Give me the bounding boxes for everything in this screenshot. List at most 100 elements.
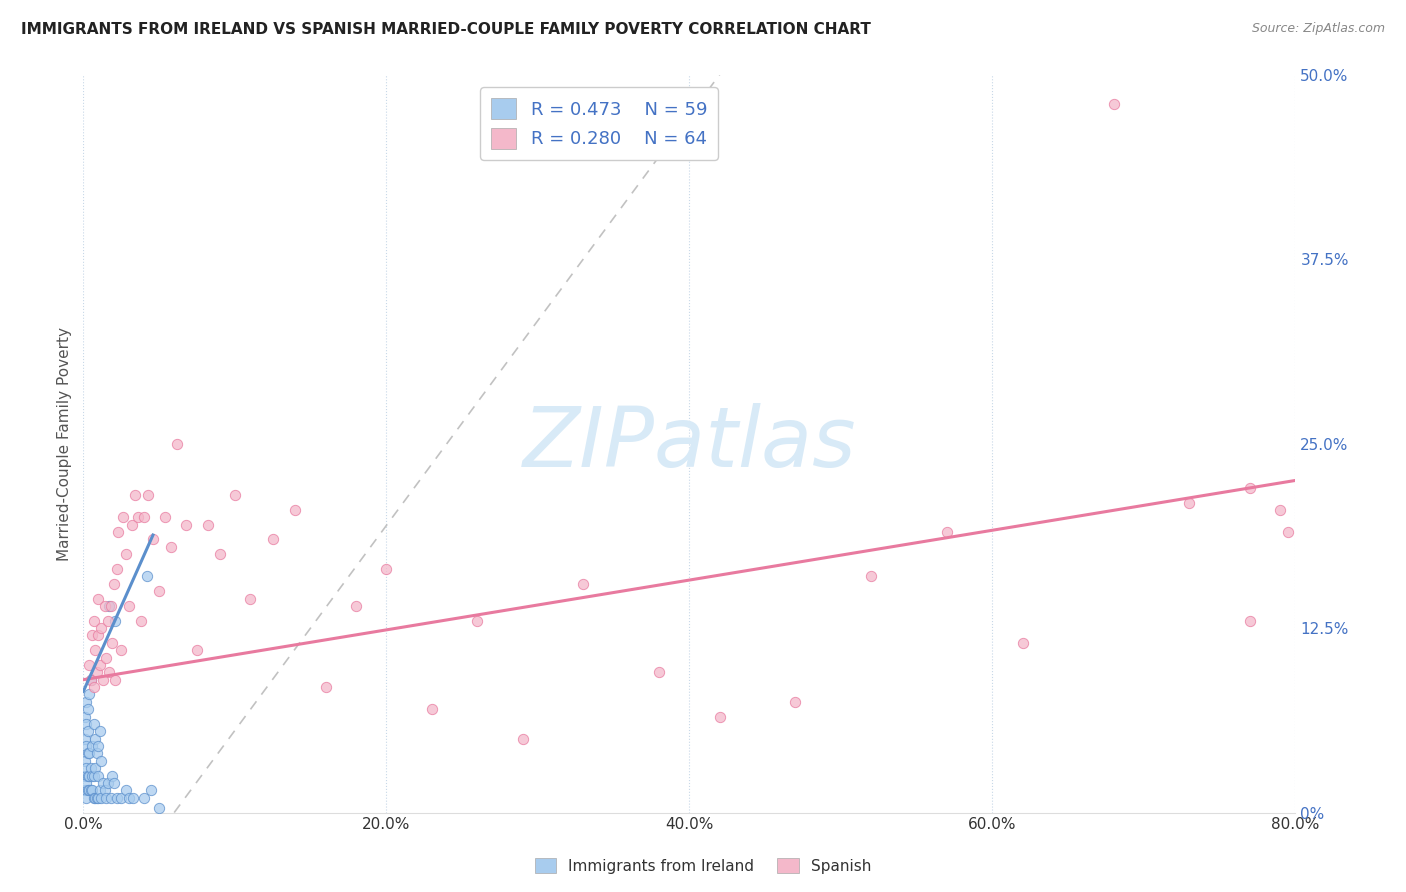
Point [118, 790, 141, 805]
Point [132, 790, 155, 805]
Point [107, 525, 129, 540]
Y-axis label: Married-Couple Family Poverty: Married-Couple Family Poverty [58, 326, 72, 560]
Point [153, 510, 176, 524]
Point [104, 614, 127, 628]
Legend: Immigrants from Ireland, Spanish: Immigrants from Ireland, Spanish [529, 852, 877, 880]
Point [87, 790, 110, 805]
Point [124, 488, 146, 502]
Point [160, 540, 183, 554]
Point [86, 790, 108, 805]
Point [101, 636, 124, 650]
Point [465, 614, 488, 628]
Point [98, 665, 121, 680]
Point [84, 761, 107, 775]
Point [1277, 525, 1299, 540]
Point [75, 739, 97, 753]
Point [93, 783, 115, 797]
Point [80, 761, 103, 775]
Point [648, 665, 671, 680]
Point [132, 510, 155, 524]
Point [176, 517, 198, 532]
Point [73, 769, 96, 783]
Point [79, 657, 101, 672]
Point [114, 547, 136, 561]
Point [83, 680, 105, 694]
Point [82, 783, 104, 797]
Point [91, 673, 114, 687]
Point [127, 510, 149, 524]
Point [83, 769, 105, 783]
Point [89, 783, 111, 797]
Point [1270, 503, 1292, 517]
Point [1178, 495, 1201, 509]
Point [166, 436, 188, 450]
Point [87, 591, 110, 606]
Point [73, 709, 96, 723]
Point [121, 517, 143, 532]
Point [90, 754, 112, 768]
Point [262, 533, 284, 547]
Point [96, 776, 118, 790]
Point [110, 643, 132, 657]
Point [86, 747, 108, 761]
Point [148, 801, 170, 815]
Point [84, 643, 107, 657]
Point [91, 776, 114, 790]
Point [90, 790, 112, 805]
Point [141, 783, 163, 797]
Point [76, 724, 98, 739]
Point [100, 599, 122, 613]
Point [96, 614, 118, 628]
Point [1102, 97, 1125, 112]
Text: IMMIGRANTS FROM IRELAND VS SPANISH MARRIED-COUPLE FAMILY POVERTY CORRELATION CHA: IMMIGRANTS FROM IRELAND VS SPANISH MARRI… [21, 22, 870, 37]
Point [76, 769, 98, 783]
Point [224, 488, 246, 502]
Point [76, 702, 98, 716]
Point [103, 576, 125, 591]
Point [89, 724, 111, 739]
Point [94, 650, 117, 665]
Point [110, 790, 132, 805]
Point [79, 688, 101, 702]
Point [89, 657, 111, 672]
Point [79, 769, 101, 783]
Point [82, 739, 104, 753]
Point [1239, 481, 1261, 495]
Point [1239, 614, 1261, 628]
Point [100, 790, 122, 805]
Point [86, 665, 108, 680]
Point [87, 739, 110, 753]
Point [103, 776, 125, 790]
Point [82, 769, 104, 783]
Point [76, 783, 98, 797]
Point [76, 747, 98, 761]
Point [73, 754, 96, 768]
Point [83, 717, 105, 731]
Point [936, 525, 959, 540]
Point [709, 709, 731, 723]
Point [114, 783, 136, 797]
Point [186, 643, 208, 657]
Point [73, 731, 96, 746]
Point [80, 673, 103, 687]
Point [375, 562, 398, 576]
Point [344, 599, 367, 613]
Point [142, 533, 165, 547]
Point [80, 673, 103, 687]
Point [785, 695, 807, 709]
Point [75, 790, 97, 805]
Point [420, 702, 443, 716]
Legend: R = 0.473    N = 59, R = 0.280    N = 64: R = 0.473 N = 59, R = 0.280 N = 64 [481, 87, 718, 160]
Point [79, 747, 101, 761]
Point [860, 569, 883, 583]
Point [83, 790, 105, 805]
Point [105, 562, 128, 576]
Point [572, 576, 595, 591]
Point [315, 680, 337, 694]
Point [84, 731, 107, 746]
Point [79, 783, 101, 797]
Point [87, 628, 110, 642]
Point [1011, 636, 1033, 650]
Point [512, 731, 534, 746]
Point [197, 517, 219, 532]
